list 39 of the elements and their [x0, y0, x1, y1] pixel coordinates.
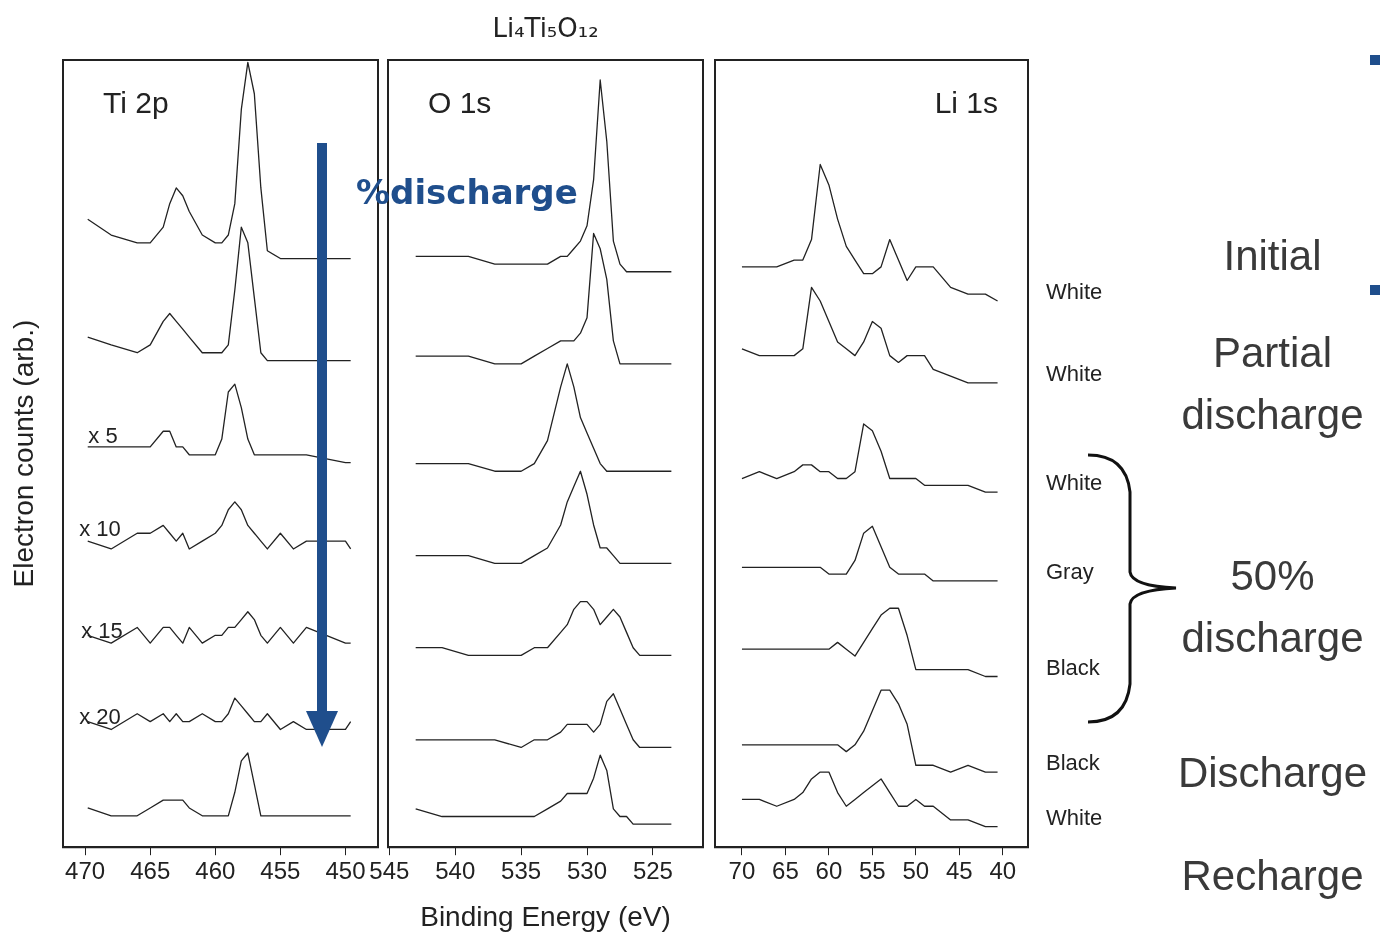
text: Black	[1046, 750, 1101, 776]
x-tick-label: 60	[815, 857, 843, 885]
text: White	[1046, 279, 1103, 305]
text: Gray	[1046, 558, 1094, 584]
x-tick-label: 65	[772, 857, 799, 885]
annotation: x 10	[79, 516, 121, 542]
x-tick-label: 460	[195, 857, 236, 885]
text: Discharge	[1176, 748, 1369, 798]
x-tick-label: 40	[989, 857, 1017, 885]
x-tick-label: 455	[260, 857, 301, 885]
x-axis-title: Binding Energy (eV)	[420, 900, 671, 932]
text: White	[1046, 804, 1103, 830]
x-tick-label: 535	[501, 857, 542, 885]
chart-title: Li₄Ti₅O₁₂	[492, 12, 599, 43]
text: Li 1s	[934, 86, 998, 120]
x-tick-label: 525	[632, 857, 673, 885]
x-tick-label: 540	[435, 857, 476, 885]
text: Black	[1046, 654, 1101, 680]
x-tick-label: 70	[728, 857, 756, 885]
text: Partial discharge	[1180, 328, 1365, 440]
text: Initial	[1222, 231, 1323, 281]
x-tick-label: 50	[902, 857, 930, 885]
annotation: x 15	[81, 618, 123, 644]
text: White	[1046, 361, 1103, 386]
y-axis-title: Electron counts (arb.)	[7, 319, 39, 588]
x-tick-label: 530	[566, 857, 608, 885]
text: 50% discharge	[1180, 551, 1365, 663]
text: Recharge	[1180, 851, 1365, 901]
text: White	[1046, 470, 1103, 496]
x-tick-label: 45	[945, 857, 973, 885]
x-tick-label: 450	[325, 857, 366, 885]
annotation: Ti 2p	[103, 86, 169, 120]
annotation: x 20	[79, 704, 121, 730]
x-tick-label: 465	[130, 857, 171, 885]
x-tick-label: 545	[369, 857, 410, 885]
annotation: O 1s	[428, 86, 492, 120]
x-tick-label: 470	[65, 857, 106, 885]
annotation: x 5	[88, 423, 118, 449]
x-tick-label: 55	[859, 857, 886, 885]
